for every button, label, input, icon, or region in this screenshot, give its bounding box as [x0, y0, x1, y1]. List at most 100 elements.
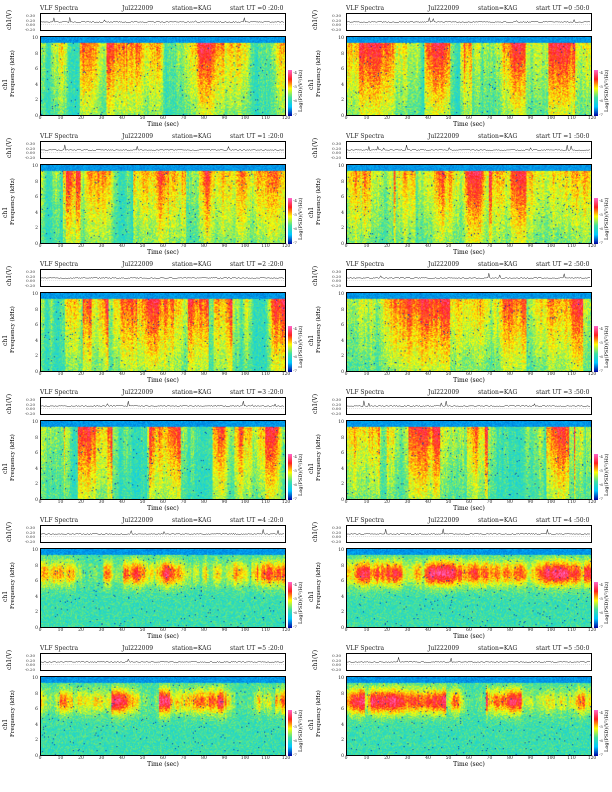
waveform-svg: [41, 658, 285, 665]
colorbar-tick-label: -4: [293, 326, 297, 331]
frequency-tick-label: 10: [32, 164, 38, 169]
time-tick-label: 30: [404, 628, 411, 633]
panel-header: VLF Spectra Jul222009 station=KAG start UT …: [40, 388, 302, 397]
time-tick-label: 40: [119, 372, 125, 377]
time-tick-label: 80: [507, 116, 513, 121]
frequency-tick-label: 0: [341, 241, 344, 247]
colorbar-label: Log(PSD)(V²/Hz): [604, 197, 610, 240]
panel-title: VLF Spectra: [40, 261, 79, 268]
time-tick-label: 30: [404, 372, 411, 377]
time-tick-label: 70: [486, 628, 493, 633]
time-axis-label: Time (sec): [453, 249, 485, 256]
time-tick-label: 120: [281, 628, 291, 633]
frequency-tick-label: 10: [338, 420, 344, 425]
panel-start-time: start UT =5 :50:0: [536, 645, 590, 652]
panel-station: station=KAG: [172, 261, 212, 268]
time-tick-label: 20: [384, 756, 390, 761]
waveform-axis: ch1(V) 0.30 0.20 0.00 -0.20: [312, 266, 342, 288]
waveform-trace: [347, 145, 591, 151]
frequency-tick-label: 2: [35, 226, 38, 231]
panel-start-time: start UT =0 :20:0: [230, 5, 284, 12]
panel-title: VLF Spectra: [40, 133, 79, 140]
time-tick-label: 0: [38, 628, 42, 633]
frequency-tick-label: 8: [341, 51, 344, 57]
waveform-tick-label: -0.20: [330, 26, 341, 32]
colorbar-tick-label: -5: [293, 724, 297, 729]
frequency-tick-label: 0: [341, 369, 344, 375]
panel-station: station=KAG: [172, 517, 212, 524]
frequency-channel-label: ch1: [308, 78, 315, 90]
panel-header: VLF Spectra Jul222009 station=KAG start UT …: [40, 644, 302, 653]
colorbar: [288, 454, 292, 500]
spectrogram-plot: [346, 164, 592, 244]
frequency-tick-label: 2: [341, 354, 344, 359]
time-tick-label: 120: [587, 628, 597, 633]
time-tick-label: 50: [139, 372, 146, 377]
time-tick-label: 80: [507, 244, 513, 249]
frequency-tick-label: 10: [338, 292, 344, 297]
waveform-axis: ch1(V) 0.30 0.20 0.00 -0.20: [6, 522, 36, 544]
waveform-plot: [40, 653, 286, 671]
colorbar-label: Log(PSD)(V²/Hz): [298, 709, 304, 752]
colorbar-tick-label: -6: [599, 226, 603, 231]
time-tick-label: 100: [546, 500, 556, 505]
time-tick-label: 0: [38, 116, 42, 121]
waveform-trace: [41, 277, 285, 279]
spectrogram-panel: VLF Spectra Jul222009 station=KAG start UT …: [306, 258, 612, 386]
colorbar-tick-label: -5: [599, 84, 603, 89]
frequency-tick-label: 6: [341, 67, 344, 72]
frequency-channel-label: ch1: [2, 206, 9, 218]
frequency-tick-label: 6: [35, 323, 38, 328]
time-tick-label: 120: [587, 500, 597, 505]
time-tick-label: 110: [261, 372, 270, 377]
time-tick-label: 20: [78, 372, 84, 377]
time-tick-label: 80: [507, 500, 513, 505]
colorbar-label: Log(PSD)(V²/Hz): [604, 581, 610, 624]
colorbar-label: Log(PSD)(V²/Hz): [604, 325, 610, 368]
time-tick-label: 110: [567, 756, 576, 761]
time-tick-label: 30: [98, 756, 105, 761]
time-tick-label: 60: [160, 628, 166, 633]
colorbar-tick-label: -4: [599, 454, 603, 459]
waveform-tick-label: 0.00: [26, 662, 35, 667]
colorbar-tick-label: -4: [599, 582, 603, 587]
waveform-axis-label: ch1(V): [6, 9, 13, 30]
time-tick-label: 60: [160, 116, 166, 121]
waveform-axis: ch1(V) 0.30 0.20 0.00 -0.20: [312, 394, 342, 416]
frequency-tick-label: 8: [35, 51, 38, 57]
time-tick-label: 0: [344, 116, 348, 121]
time-tick-label: 70: [180, 500, 187, 505]
time-tick-label: 70: [486, 116, 493, 121]
time-tick-label: 60: [160, 372, 166, 377]
waveform-plot: [40, 397, 286, 415]
frequency-tick-label: 2: [341, 482, 344, 487]
frequency-tick-label: 8: [35, 691, 38, 697]
frequency-tick-label: 6: [341, 579, 344, 584]
time-tick-label: 60: [160, 756, 166, 761]
time-tick-label: 50: [445, 116, 452, 121]
waveform-tick-label: 0.00: [332, 662, 341, 667]
time-tick-label: 80: [201, 372, 207, 377]
time-tick-label: 10: [363, 116, 370, 121]
frequency-axis-label: Frequency (kHz): [10, 690, 16, 737]
waveform-plot: [40, 13, 286, 31]
waveform-axis: ch1(V) 0.30 0.20 0.00 -0.20: [312, 10, 342, 32]
waveform-svg: [347, 17, 591, 25]
spectrogram-plot: [346, 548, 592, 628]
waveform-trace: [347, 273, 591, 279]
frequency-axis-label: Frequency (kHz): [316, 50, 322, 97]
panel-station: station=KAG: [172, 133, 212, 140]
time-tick-label: 80: [201, 244, 207, 249]
time-tick-label: 20: [384, 116, 390, 121]
time-tick-label: 120: [281, 244, 291, 249]
frequency-tick-label: 4: [341, 82, 344, 88]
time-tick-label: 120: [587, 116, 597, 121]
time-tick-label: 90: [221, 372, 228, 377]
waveform-plot: [40, 269, 286, 287]
waveform-tick-label: 0.20: [332, 273, 341, 279]
frequency-axis-label: Frequency (kHz): [10, 306, 16, 353]
frequency-axis-label: Frequency (kHz): [10, 178, 16, 225]
frequency-tick-label: 2: [35, 98, 38, 103]
spectrogram-panel: VLF Spectra Jul222009 station=KAG start UT …: [306, 386, 612, 514]
spectrogram-canvas: [41, 165, 285, 243]
